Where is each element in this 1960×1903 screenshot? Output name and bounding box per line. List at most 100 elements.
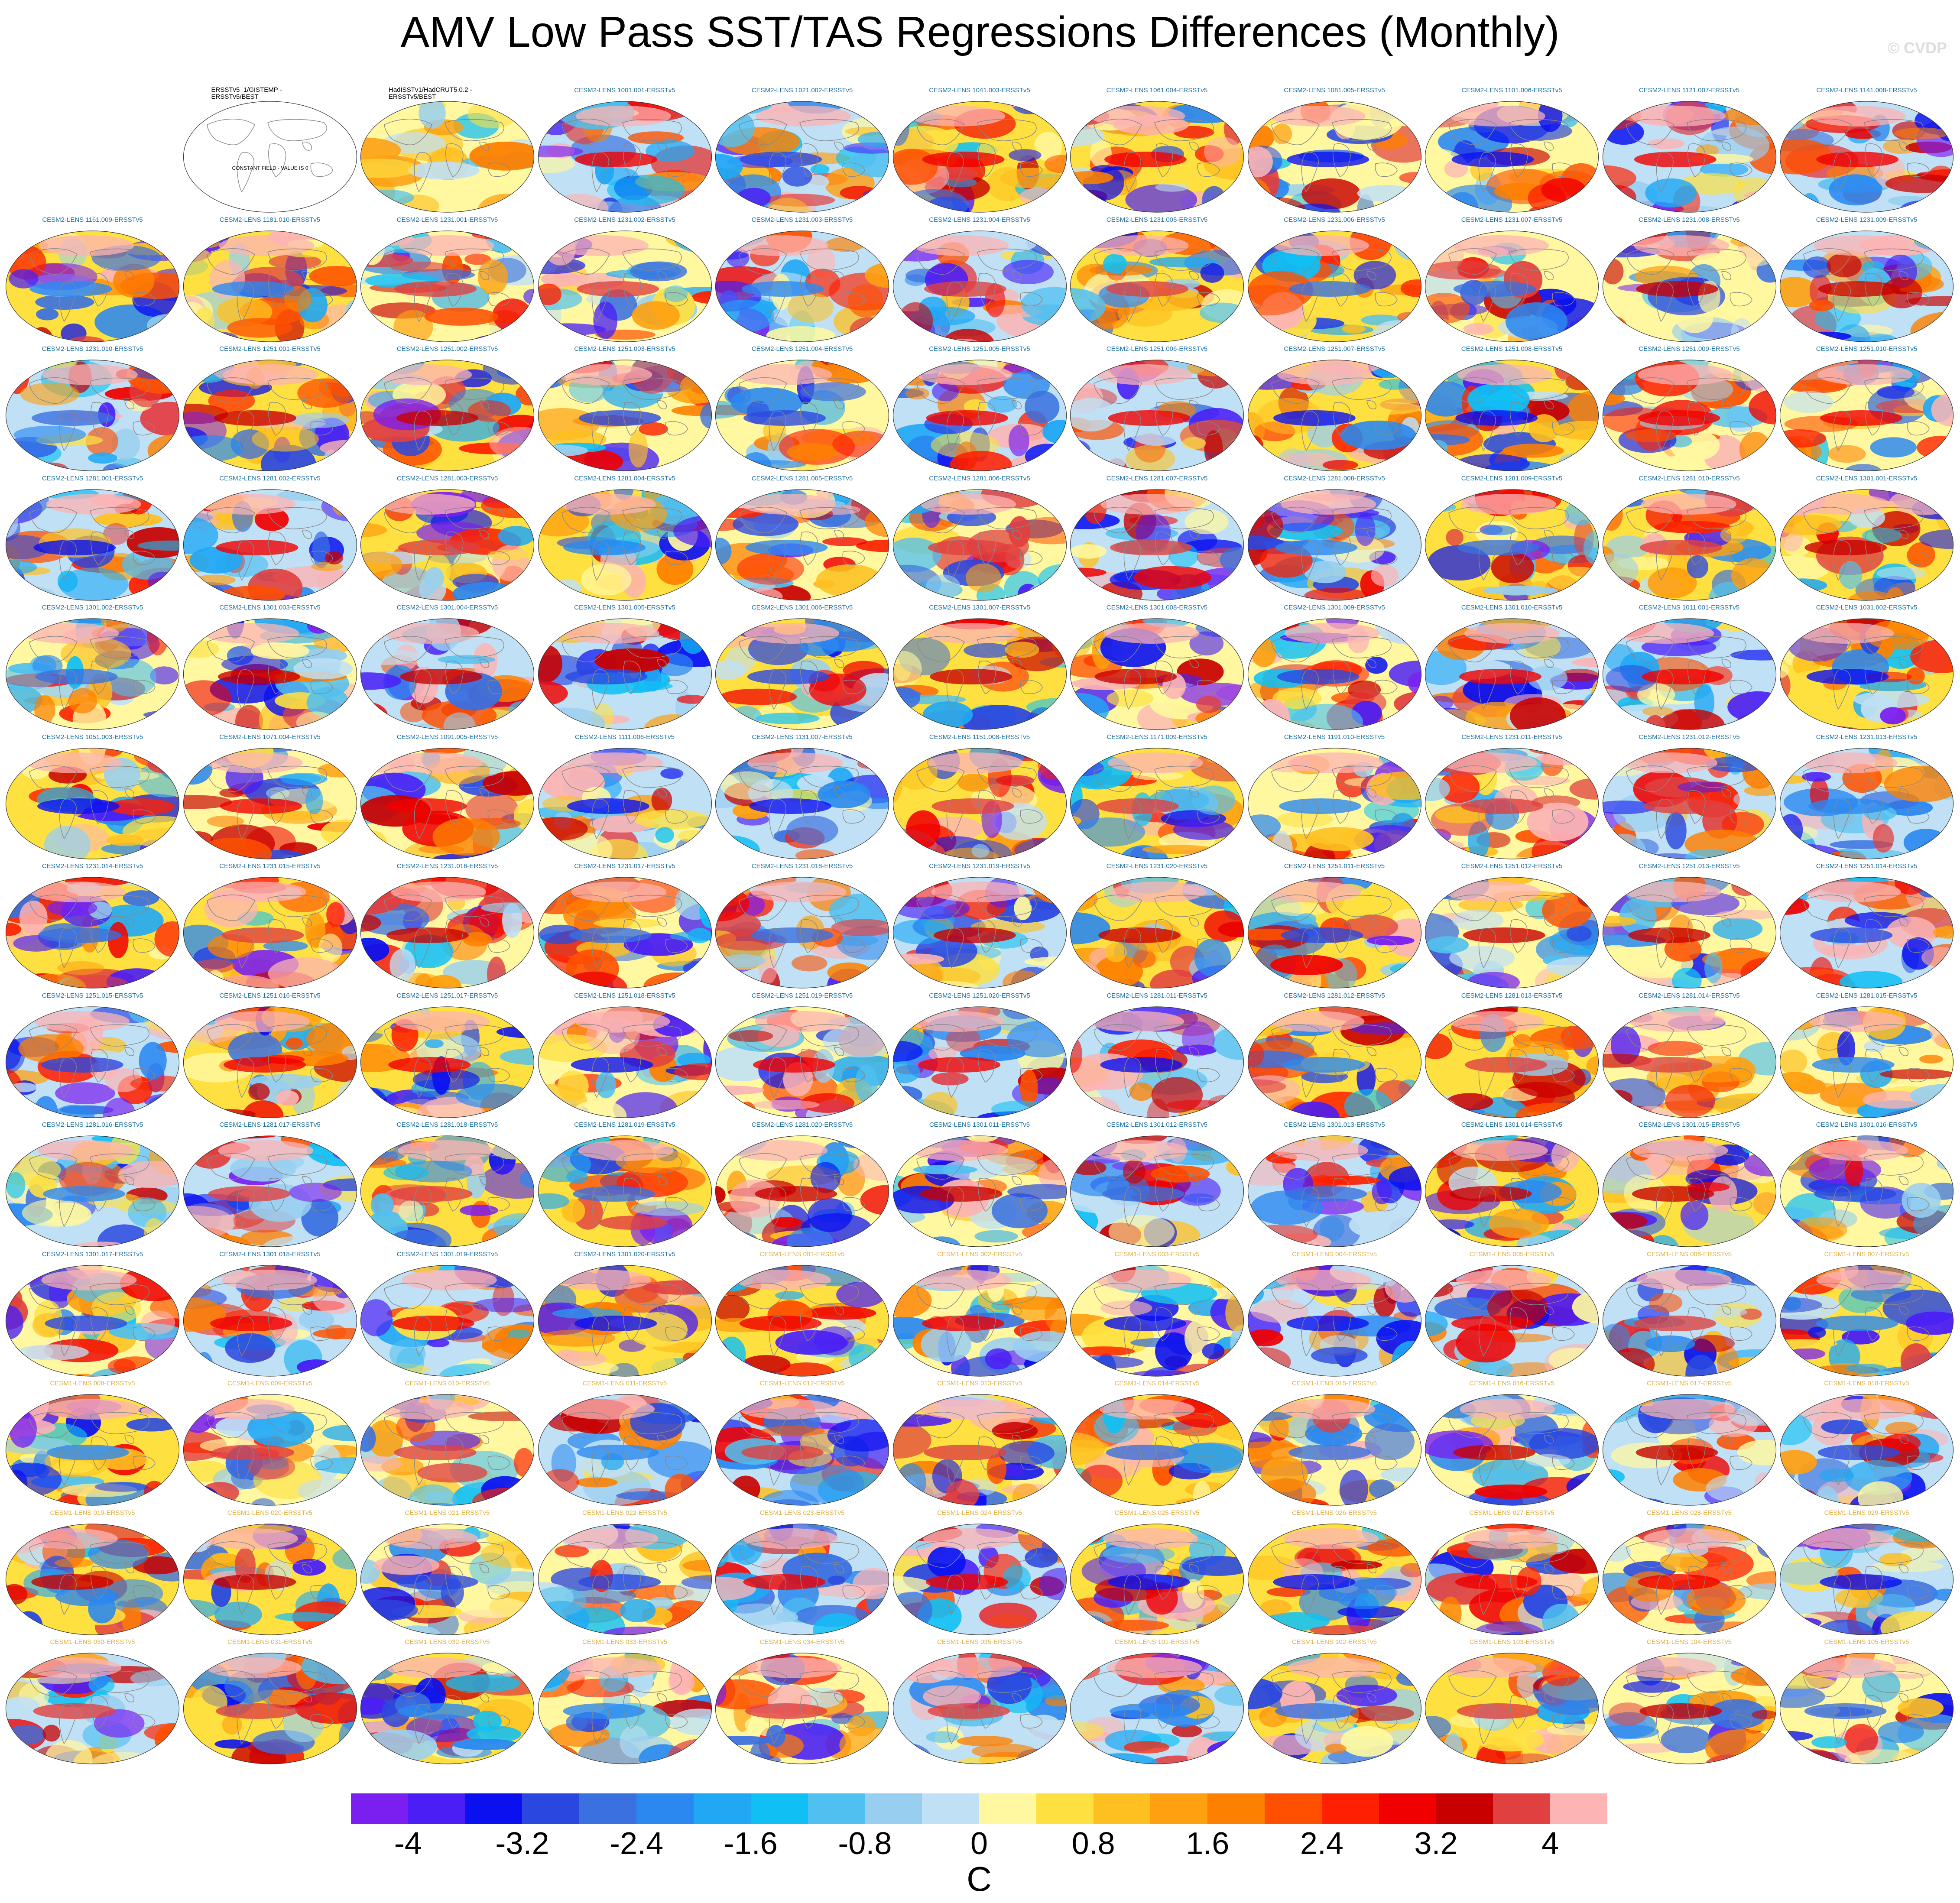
map-panel: CESM1-LENS 105-ERSSTv5	[1778, 1638, 1956, 1767]
regression-map	[1602, 747, 1776, 859]
map-panel: CESM1-LENS 002-ERSSTv5	[891, 1251, 1069, 1379]
map-panel-title: CESM2-LENS 1301.006-ERSSTv5	[751, 604, 853, 611]
map-panel-title: CESM2-LENS 1281.017-ERSSTv5	[219, 1121, 321, 1128]
map-panel-title: CESM1-LENS 105-ERSSTv5	[1824, 1638, 1909, 1646]
regression-map	[5, 1006, 180, 1118]
map-panel-title: CESM2-LENS 1091.005-ERSSTv5	[396, 733, 498, 741]
map-panel-title: CESM2-LENS 1281.018-ERSSTv5	[396, 1121, 498, 1128]
map-panel: CESM2-LENS 1101.006-ERSSTv5	[1423, 87, 1601, 215]
map-panel: CESM2-LENS 1001.001-ERSSTv5	[536, 87, 714, 215]
map-panel-title: CESM2-LENS 1281.015-ERSSTv5	[1816, 992, 1918, 999]
map-panel-title: HadISSTv1/HadCRUT5.0.2 - ERSSTv5/BEST	[389, 87, 472, 100]
regression-map	[183, 360, 357, 471]
map-panel-title: CESM2-LENS 1231.012-ERSSTv5	[1639, 733, 1740, 741]
map-panel-title: ERSSTv5_1/GISTEMP - ERSSTv5/BEST	[211, 87, 282, 100]
regression-map	[1425, 747, 1599, 859]
map-panel: CESM2-LENS 1251.016-ERSSTv5	[181, 992, 359, 1120]
regression-map	[892, 230, 1067, 342]
regression-map	[892, 1264, 1067, 1377]
map-panel-title: CESM2-LENS 1251.003-ERSSTv5	[574, 345, 675, 353]
map-panel-title: CESM2-LENS 1001.001-ERSSTv5	[574, 87, 675, 94]
map-panel-title: CESM2-LENS 1081.005-ERSSTv5	[1284, 87, 1385, 94]
regression-map	[183, 1135, 357, 1247]
regression-map	[1779, 1523, 1954, 1635]
regression-map	[1425, 1264, 1599, 1377]
map-panel: CESM2-LENS 1081.005-ERSSTv5	[1246, 87, 1424, 215]
regression-map	[1247, 101, 1421, 213]
map-panel: CESM1-LENS 019-ERSSTv5	[3, 1509, 182, 1637]
map-panel-title: CESM2-LENS 1231.001-ERSSTv5	[396, 216, 498, 224]
map-panel: CESM2-LENS 1251.005-ERSSTv5	[891, 345, 1069, 473]
regression-map	[183, 1653, 357, 1764]
map-panel-title: CESM2-LENS 1301.002-ERSSTv5	[42, 604, 143, 611]
map-panel-title: CESM2-LENS 1301.004-ERSSTv5	[396, 604, 498, 611]
regression-map	[1779, 1653, 1954, 1764]
regression-map	[360, 489, 535, 601]
map-panel-title: CESM1-LENS 021-ERSSTv5	[405, 1509, 490, 1517]
map-panel: CESM1-LENS 005-ERSSTv5	[1423, 1251, 1601, 1379]
map-panel-title: CESM1-LENS 001-ERSSTv5	[759, 1250, 845, 1258]
regression-map	[1425, 1394, 1599, 1506]
colorbar-tick-label: -1.6	[724, 1826, 778, 1861]
regression-map	[538, 360, 712, 471]
colorbar-tick-label: -4	[394, 1826, 422, 1861]
regression-map	[360, 1135, 535, 1247]
map-panel: CESM1-LENS 010-ERSSTv5	[358, 1380, 536, 1508]
map-panel-title: CESM1-LENS 009-ERSSTv5	[227, 1380, 312, 1387]
map-panel-title: CESM2-LENS 1231.014-ERSSTv5	[42, 862, 143, 870]
map-panel-title: CESM1-LENS 003-ERSSTv5	[1114, 1250, 1200, 1258]
regression-map	[1247, 230, 1421, 342]
regression-map	[1779, 1135, 1954, 1247]
regression-map	[538, 747, 712, 859]
map-panel-title: CESM1-LENS 034-ERSSTv5	[759, 1638, 845, 1646]
map-panel: CESM2-LENS 1091.005-ERSSTv5	[358, 733, 536, 862]
map-panel: CESM1-LENS 033-ERSSTv5	[536, 1638, 714, 1767]
map-panel: CESM2-LENS 1281.008-ERSSTv5	[1246, 475, 1424, 603]
map-panel-title: CESM2-LENS 1281.008-ERSSTv5	[1284, 474, 1385, 482]
map-panel: CESM2-LENS 1251.007-ERSSTv5	[1246, 345, 1424, 473]
regression-map	[360, 230, 535, 342]
map-panel: CESM1-LENS 014-ERSSTv5	[1068, 1380, 1246, 1508]
map-panel: CESM1-LENS 028-ERSSTv5	[1600, 1509, 1778, 1637]
map-panel-title: CESM2-LENS 1301.003-ERSSTv5	[219, 604, 321, 611]
map-panel: CESM1-LENS 013-ERSSTv5	[891, 1380, 1069, 1508]
regression-map	[1602, 101, 1776, 213]
regression-map	[892, 877, 1067, 989]
map-panel-title: CESM2-LENS 1301.008-ERSSTv5	[1106, 604, 1208, 611]
map-panel: CESM2-LENS 1281.005-ERSSTv5	[713, 475, 891, 603]
regression-map	[892, 747, 1067, 859]
map-panel: CESM2-LENS 1281.010-ERSSTv5	[1600, 475, 1778, 603]
map-panel-title: CESM2-LENS 1231.002-ERSSTv5	[574, 216, 675, 224]
map-panel: CESM1-LENS 016-ERSSTv5	[1423, 1380, 1601, 1508]
map-panel: CESM2-LENS 1301.014-ERSSTv5	[1423, 1121, 1601, 1249]
map-panel-title: CESM1-LENS 026-ERSSTv5	[1292, 1509, 1377, 1517]
map-panel: CESM1-LENS 007-ERSSTv5	[1778, 1251, 1956, 1379]
regression-map	[715, 1135, 889, 1247]
regression-map	[5, 618, 180, 730]
map-panel-title: CESM2-LENS 1251.020-ERSSTv5	[929, 992, 1030, 999]
map-panel-title: CESM2-LENS 1301.007-ERSSTv5	[929, 604, 1030, 611]
regression-map	[1425, 877, 1599, 989]
map-panel-title: CESM2-LENS 1061.004-ERSSTv5	[1106, 87, 1208, 94]
regression-map	[538, 1394, 712, 1506]
map-panel-title: CESM2-LENS 1101.006-ERSSTv5	[1461, 87, 1562, 94]
map-panel: CESM2-LENS 1281.004-ERSSTv5	[536, 475, 714, 603]
regression-map	[183, 1523, 357, 1635]
map-panel: CESM2-LENS 1251.009-ERSSTv5	[1600, 345, 1778, 473]
map-panel-title: CESM1-LENS 033-ERSSTv5	[582, 1638, 667, 1646]
map-panel-title: CESM1-LENS 019-ERSSTv5	[50, 1509, 135, 1517]
map-panel: CESM2-LENS 1251.008-ERSSTv5	[1423, 345, 1601, 473]
map-panel-title: CESM2-LENS 1231.018-ERSSTv5	[751, 862, 853, 870]
map-panel: CESM2-LENS 1251.013-ERSSTv5	[1600, 862, 1778, 991]
map-panel: CESM1-LENS 024-ERSSTv5	[891, 1509, 1069, 1637]
map-panel: CESM1-LENS 027-ERSSTv5	[1423, 1509, 1601, 1637]
map-panel-title: CESM1-LENS 017-ERSSTv5	[1647, 1380, 1732, 1387]
colorbar-swatch	[636, 1793, 694, 1824]
map-panel-title: CESM1-LENS 103-ERSSTv5	[1469, 1638, 1554, 1646]
map-panel-title: CESM2-LENS 1161.009-ERSSTv5	[42, 216, 143, 224]
regression-map	[1247, 618, 1421, 730]
regression-map	[1070, 1394, 1244, 1506]
map-panel: CESM2-LENS 1251.015-ERSSTv5	[3, 992, 182, 1120]
regression-map	[360, 1394, 535, 1506]
colorbar-swatch	[1436, 1793, 1493, 1824]
